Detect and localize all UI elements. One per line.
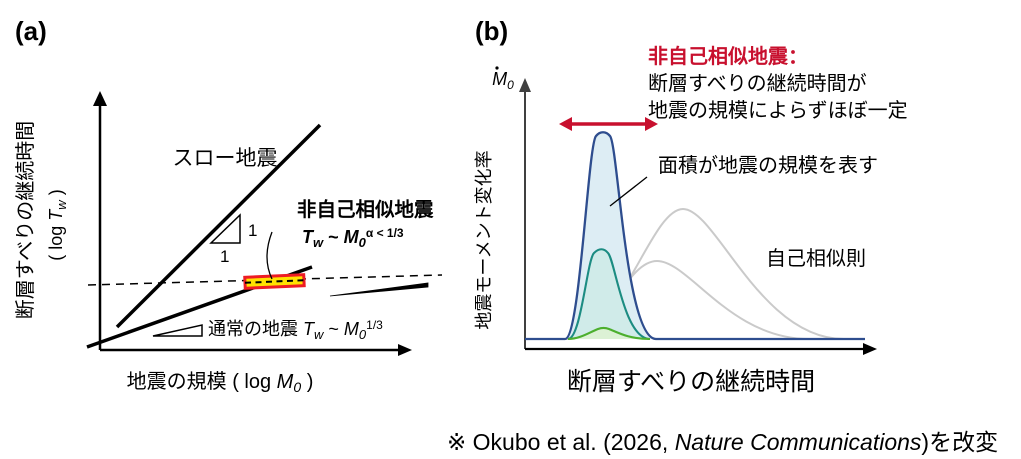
svg-text:(a): (a) xyxy=(15,16,47,46)
svg-text:1: 1 xyxy=(220,247,229,266)
svg-text:( log Tw ): ( log Tw ) xyxy=(46,189,69,260)
svg-text:非自己相似地震：: 非自己相似地震： xyxy=(648,44,808,68)
svg-text:非自己相似地震: 非自己相似地震 xyxy=(297,198,434,221)
svg-text:1: 1 xyxy=(248,221,257,240)
svg-text:地震モーメント変化率: 地震モーメント変化率 xyxy=(474,150,494,329)
svg-text:断層すべりの継続時間: 断層すべりの継続時間 xyxy=(567,368,815,396)
svg-text:面積が地震の規模を表す: 面積が地震の規模を表す xyxy=(658,154,878,177)
svg-text:通常の地震 Tw ~ M01/3: 通常の地震 Tw ~ M01/3 xyxy=(208,318,383,342)
svg-text:(b): (b) xyxy=(475,16,508,46)
svg-text:地震の規模によらずほぼ一定: 地震の規模によらずほぼ一定 xyxy=(648,99,908,122)
svg-text:※ Okubo et al. (2026, Nature C: ※ Okubo et al. (2026, Nature Communicati… xyxy=(447,429,998,455)
svg-text:地震の規模 ( log M0 ): 地震の規模 ( log M0 ) xyxy=(127,370,314,395)
svg-text:スロー地震: スロー地震 xyxy=(173,147,278,170)
svg-text:自己相似則: 自己相似則 xyxy=(766,247,866,270)
svg-text:断層すべりの継続時間が: 断層すべりの継続時間が xyxy=(648,72,867,95)
svg-text:断層すべりの継続時間: 断層すべりの継続時間 xyxy=(14,121,37,320)
